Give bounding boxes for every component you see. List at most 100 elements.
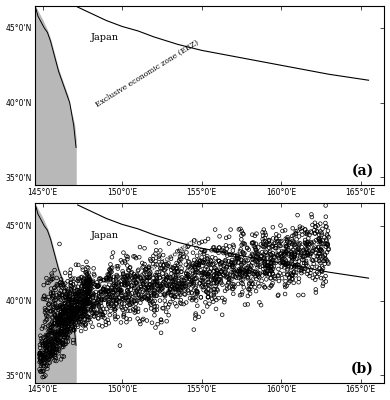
Point (177, 86, 184, 93)
Point (169, 83, 175, 90)
Point (195, 76, 201, 83)
Point (292, 77, 298, 83)
Point (218, 94, 225, 100)
Point (299, 60, 305, 66)
Point (145, 64, 152, 70)
Point (37, 168, 44, 174)
Point (64, 119, 70, 125)
Point (154, 261, 160, 268)
Point (135, 88, 142, 94)
Point (85, 114, 91, 120)
Point (262, 67, 268, 74)
Point (173, 265, 179, 271)
Point (101, 92, 107, 99)
Point (62, 136, 68, 142)
Point (74, 105, 80, 111)
Point (189, 68, 195, 74)
Point (50, 148, 57, 154)
Point (313, 59, 319, 66)
Point (49, 95, 55, 102)
Point (54, 316, 60, 322)
Point (289, 251, 295, 257)
Point (52, 146, 58, 153)
Point (140, 264, 147, 270)
Point (58, 134, 64, 140)
Point (77, 110, 83, 116)
Point (269, 52, 276, 58)
Point (128, 93, 135, 99)
Point (146, 83, 152, 89)
Point (272, 47, 278, 53)
Point (67, 312, 74, 318)
Point (326, 43, 332, 50)
Point (209, 78, 216, 85)
Point (192, 312, 199, 318)
Point (118, 87, 124, 94)
Point (116, 89, 122, 96)
Point (127, 75, 133, 82)
Point (69, 100, 75, 106)
Point (239, 64, 245, 70)
Point (197, 88, 204, 94)
Point (129, 84, 136, 90)
Point (74, 317, 80, 323)
Point (309, 50, 315, 57)
Point (168, 76, 174, 82)
Point (77, 309, 83, 316)
Point (125, 71, 131, 77)
Point (69, 111, 75, 117)
Point (139, 278, 145, 284)
Point (98, 104, 104, 110)
Point (101, 288, 107, 294)
Point (192, 76, 199, 83)
Point (223, 98, 230, 104)
Point (42, 155, 48, 161)
Point (90, 99, 96, 105)
Point (303, 72, 310, 79)
Point (43, 340, 49, 346)
Point (239, 68, 245, 74)
Point (77, 103, 83, 109)
Point (206, 271, 212, 277)
Point (54, 115, 60, 122)
Point (294, 72, 300, 78)
Point (281, 69, 287, 75)
Point (38, 128, 44, 134)
Point (87, 112, 94, 118)
Point (243, 62, 250, 68)
Point (76, 116, 82, 123)
Point (40, 96, 46, 102)
Point (66, 124, 73, 130)
Point (93, 94, 99, 100)
Point (75, 113, 82, 120)
Point (78, 99, 84, 106)
Point (151, 300, 157, 307)
Point (60, 100, 67, 107)
Point (41, 293, 47, 300)
Point (77, 109, 83, 115)
Point (230, 56, 237, 63)
Point (234, 44, 240, 51)
Point (70, 103, 76, 109)
Point (51, 136, 57, 142)
Point (206, 77, 213, 84)
Point (51, 127, 58, 134)
Point (85, 90, 91, 97)
Point (160, 282, 166, 288)
Point (160, 76, 166, 82)
Point (261, 260, 267, 267)
Point (158, 87, 164, 93)
Point (66, 116, 72, 122)
Point (201, 78, 207, 84)
Point (37, 178, 43, 185)
Point (264, 70, 270, 77)
Point (254, 57, 260, 63)
Point (208, 71, 214, 78)
Point (146, 71, 152, 78)
Point (87, 82, 93, 88)
Point (167, 299, 174, 305)
Point (97, 99, 103, 105)
Point (98, 308, 104, 314)
Point (46, 160, 53, 167)
Point (55, 106, 61, 113)
